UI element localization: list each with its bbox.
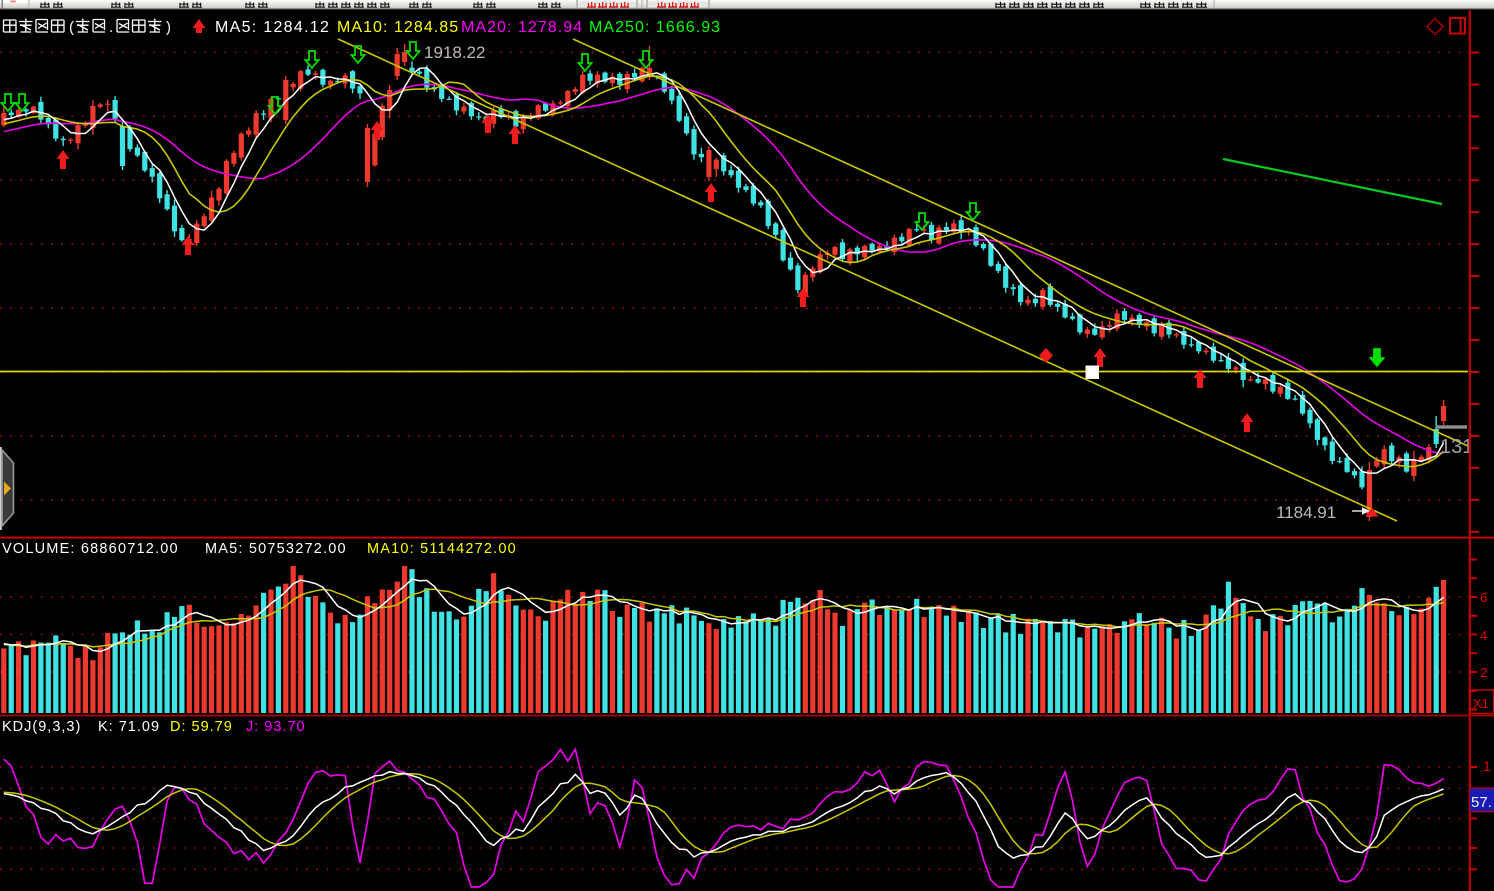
svg-text:(: ( <box>69 19 74 36</box>
svg-text:KDJ(9,3,3): KDJ(9,3,3) <box>2 719 81 735</box>
svg-text:6: 6 <box>1480 590 1487 605</box>
svg-text:1: 1 <box>1483 758 1491 774</box>
svg-text:57.: 57. <box>1471 794 1492 811</box>
svg-text:D: 59.79: D: 59.79 <box>170 719 233 735</box>
svg-text:VOLUME: 68860712.00: VOLUME: 68860712.00 <box>2 541 179 557</box>
svg-text:1918.22: 1918.22 <box>424 43 485 62</box>
svg-text:MA250: 1666.93: MA250: 1666.93 <box>589 19 721 36</box>
svg-text:1184.91: 1184.91 <box>1276 503 1336 522</box>
svg-text:MA5: 50753272.00: MA5: 50753272.00 <box>205 541 347 557</box>
svg-text:4: 4 <box>1480 628 1487 643</box>
svg-text:MA5: 1284.12: MA5: 1284.12 <box>215 19 330 36</box>
svg-text:MA10: 1284.85: MA10: 1284.85 <box>337 19 459 36</box>
svg-text:.: . <box>109 19 113 36</box>
svg-text:MA10: 51144272.00: MA10: 51144272.00 <box>367 541 517 557</box>
svg-text:MA20: 1278.94: MA20: 1278.94 <box>461 19 583 36</box>
svg-text:1311: 1311 <box>1440 436 1483 458</box>
svg-text:J: 93.70: J: 93.70 <box>246 719 306 735</box>
svg-text:K: 71.09: K: 71.09 <box>98 719 160 735</box>
svg-text:): ) <box>166 19 171 36</box>
svg-text:2: 2 <box>1480 665 1487 680</box>
svg-text:X1: X1 <box>1473 696 1489 711</box>
